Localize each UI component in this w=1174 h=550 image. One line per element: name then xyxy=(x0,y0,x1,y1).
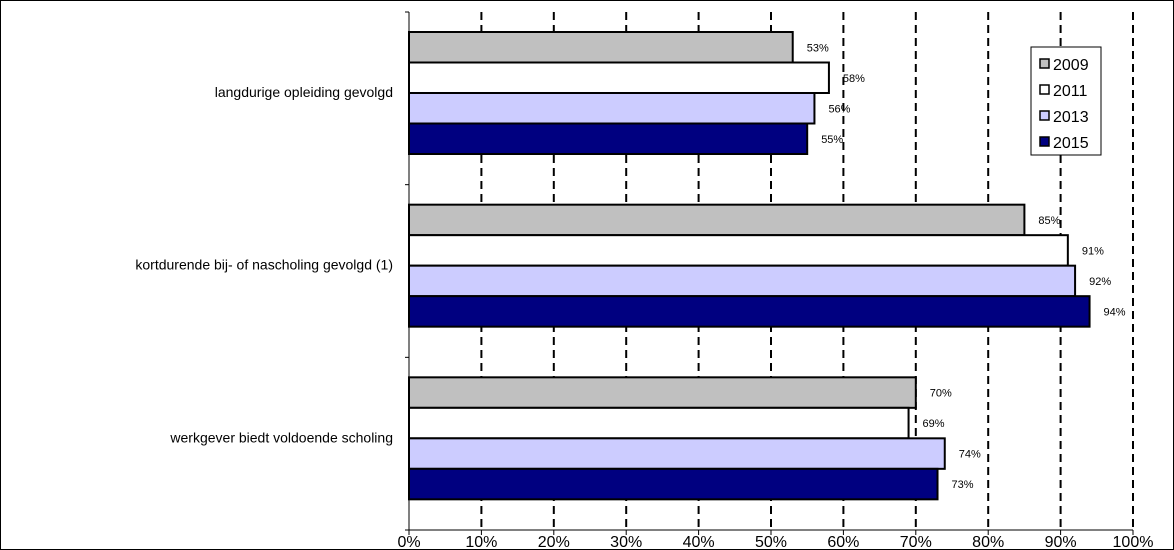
bar-2011 xyxy=(408,406,910,440)
legend-label: 2013 xyxy=(1053,109,1089,126)
x-tick-label: 90% xyxy=(1045,534,1077,550)
category-label: werkgever biedt voldoende scholing xyxy=(169,429,393,445)
data-label: 70% xyxy=(930,388,952,400)
category-label: langdurige opleiding gevolgd xyxy=(215,84,393,100)
data-label: 94% xyxy=(1104,306,1126,318)
x-tick-label: 40% xyxy=(683,534,715,550)
axes: langdurige opleiding gevolgd kortdurende … xyxy=(135,11,1154,550)
category-label: kortdurende bij- of nascholing gevolgd (… xyxy=(135,257,393,273)
bar-2013 xyxy=(408,437,946,470)
data-label: 69% xyxy=(923,418,945,430)
x-tick-label: 20% xyxy=(538,534,570,550)
bar-2013 xyxy=(408,92,816,125)
x-tick-label: 70% xyxy=(900,534,932,550)
x-tick-label: 50% xyxy=(755,534,787,550)
bar-2011 xyxy=(408,61,830,94)
bar-2015 xyxy=(408,467,939,501)
bar-2009 xyxy=(408,31,794,64)
bar-2013 xyxy=(408,264,1077,298)
legend-swatch-2015 xyxy=(1039,136,1050,147)
bars xyxy=(408,31,1091,501)
legend-swatch-2011 xyxy=(1039,84,1050,95)
data-label: 73% xyxy=(952,479,974,491)
data-label: 92% xyxy=(1089,276,1111,288)
legend-swatch-2013 xyxy=(1039,110,1050,121)
data-label: 56% xyxy=(828,103,850,115)
x-tick-label: 30% xyxy=(610,534,642,550)
legend-label: 2011 xyxy=(1053,83,1088,100)
bar-2009 xyxy=(408,203,1026,237)
data-label: 53% xyxy=(807,42,829,54)
data-label: 58% xyxy=(843,73,865,85)
data-label: 91% xyxy=(1082,245,1104,257)
bar-2015 xyxy=(408,295,1091,328)
data-label: 85% xyxy=(1038,215,1060,227)
legend: 2009 2011 2013 2015 xyxy=(1030,46,1102,156)
bar-2011 xyxy=(408,234,1069,267)
legend-label: 2009 xyxy=(1053,57,1089,74)
data-label: 74% xyxy=(959,449,981,461)
legend-swatch-2009 xyxy=(1039,58,1050,69)
x-tick-label: 60% xyxy=(827,534,859,550)
bar-2015 xyxy=(408,122,809,155)
data-label: 55% xyxy=(821,134,843,146)
x-tick-label: 0% xyxy=(397,534,420,550)
bar-2009 xyxy=(408,376,917,409)
x-tick-label: 10% xyxy=(465,534,497,550)
x-tick-label: 100% xyxy=(1113,534,1154,550)
legend-label: 2015 xyxy=(1053,135,1089,152)
data-labels: 53% 58% 56% 55% 85% 91% 92% 94% 70% 69% 74% 73% xyxy=(807,42,1126,491)
x-tick-label: 80% xyxy=(972,534,1004,550)
